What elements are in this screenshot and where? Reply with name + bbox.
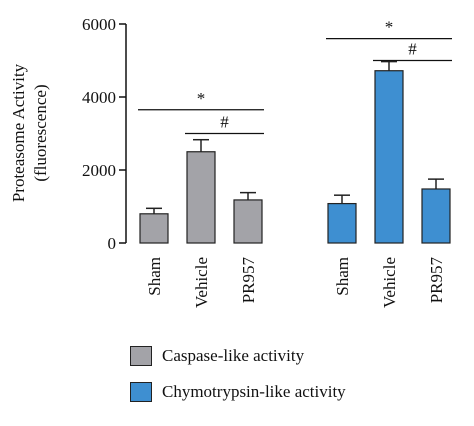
- significance-mark-0: *: [197, 89, 206, 108]
- y-tick-label-2000: 2000: [82, 161, 116, 180]
- y-tick-label-4000: 4000: [82, 88, 116, 107]
- y-tick-label-6000: 6000: [82, 15, 116, 34]
- legend-item-chymotrypsin: Chymotrypsin-like activity: [130, 382, 460, 402]
- bar-0-sham: [139, 213, 169, 244]
- bar-1-sham: [327, 202, 357, 244]
- bar-1-vehicle: [374, 70, 404, 244]
- legend-swatch-caspase: [130, 346, 152, 366]
- x-tick-label-0-vehicle: Vehicle: [192, 257, 211, 308]
- legend-swatch-chymotrypsin: [130, 382, 152, 402]
- y-tick-label-0: 0: [108, 234, 117, 253]
- x-tick-label-1-pr957: PR957: [427, 257, 446, 304]
- significance-mark-3: #: [408, 40, 417, 59]
- bar-1-pr957: [421, 188, 451, 244]
- legend-label-chymotrypsin: Chymotrypsin-like activity: [162, 382, 346, 401]
- y-axis-label-units: (fluorescence): [31, 84, 50, 181]
- legend-label-caspase: Caspase-like activity: [162, 346, 305, 365]
- x-tick-label-0-sham: Sham: [145, 257, 164, 296]
- legend-item-caspase: Caspase-like activity: [130, 346, 460, 366]
- x-tick-label-0-pr957: PR957: [239, 257, 258, 304]
- y-axis-label: Proteasome Activity: [9, 63, 28, 202]
- significance-mark-2: *: [385, 18, 394, 37]
- significance-mark-1: #: [220, 113, 229, 132]
- bar-0-pr957: [233, 199, 263, 244]
- x-tick-label-1-vehicle: Vehicle: [380, 257, 399, 308]
- bar-0-vehicle: [186, 151, 216, 244]
- x-tick-label-1-sham: Sham: [333, 257, 352, 296]
